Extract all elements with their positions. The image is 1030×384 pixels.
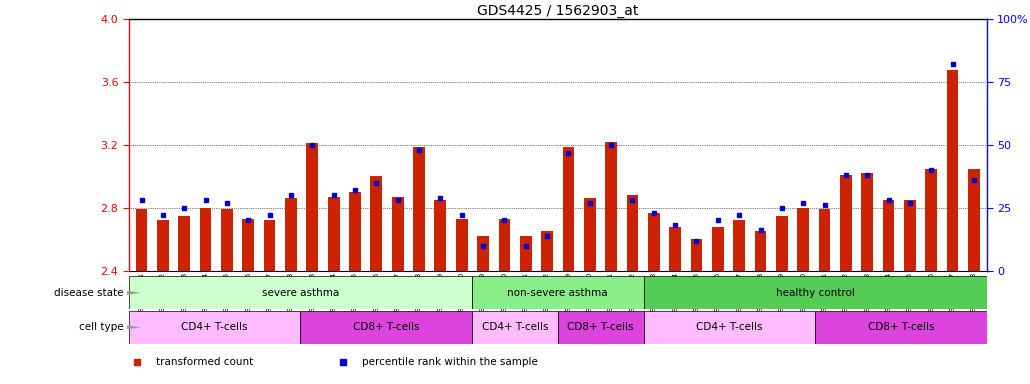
Text: CD8+ T-cells: CD8+ T-cells	[568, 322, 633, 333]
Bar	[883, 200, 894, 271]
Bar	[472, 276, 644, 309]
Bar	[136, 209, 147, 271]
Bar	[456, 219, 468, 271]
Text: transformed count: transformed count	[157, 357, 253, 367]
Text: CD4+ T-cells: CD4+ T-cells	[482, 322, 548, 333]
Text: CD8+ T-cells: CD8+ T-cells	[867, 322, 934, 333]
Bar	[606, 142, 617, 271]
Bar	[520, 236, 531, 271]
Bar	[129, 276, 472, 309]
Bar	[648, 213, 659, 271]
Bar	[562, 147, 575, 271]
Bar	[815, 311, 987, 344]
Polygon shape	[127, 325, 140, 329]
Bar	[200, 208, 211, 271]
Bar	[264, 220, 275, 271]
Bar	[626, 195, 639, 271]
Bar	[558, 311, 644, 344]
Bar	[129, 311, 301, 344]
Bar	[285, 199, 297, 271]
Bar	[925, 169, 937, 271]
Bar	[670, 227, 681, 271]
Bar	[242, 219, 254, 271]
Polygon shape	[127, 291, 140, 295]
Bar	[733, 220, 745, 271]
Bar	[947, 70, 959, 271]
Bar	[904, 200, 916, 271]
Bar	[644, 276, 987, 309]
Bar	[797, 208, 809, 271]
Bar	[472, 311, 558, 344]
Bar	[541, 232, 553, 271]
Bar	[819, 209, 830, 271]
Bar	[413, 147, 425, 271]
Bar	[584, 199, 595, 271]
Bar	[690, 239, 702, 271]
Text: severe asthma: severe asthma	[262, 288, 339, 298]
Bar	[477, 236, 489, 271]
Text: percentile rank within the sample: percentile rank within the sample	[363, 357, 538, 367]
Bar	[435, 200, 446, 271]
Bar	[371, 176, 382, 271]
Text: CD4+ T-cells: CD4+ T-cells	[696, 322, 762, 333]
Bar	[755, 232, 766, 271]
Text: cell type: cell type	[79, 322, 124, 333]
Bar	[712, 227, 724, 271]
Text: non-severe asthma: non-severe asthma	[508, 288, 608, 298]
Text: CD4+ T-cells: CD4+ T-cells	[181, 322, 248, 333]
Bar	[178, 216, 191, 271]
Text: CD8+ T-cells: CD8+ T-cells	[353, 322, 419, 333]
Bar	[776, 216, 788, 271]
Bar	[644, 311, 815, 344]
Bar	[221, 209, 233, 271]
Bar	[307, 143, 318, 271]
Text: healthy control: healthy control	[776, 288, 855, 298]
Bar	[861, 173, 873, 271]
Text: disease state: disease state	[55, 288, 124, 298]
Bar	[968, 169, 980, 271]
Bar	[840, 175, 852, 271]
Bar	[391, 197, 404, 271]
Bar	[301, 311, 472, 344]
Bar	[349, 192, 360, 271]
Bar	[499, 219, 510, 271]
Bar	[328, 197, 340, 271]
Title: GDS4425 / 1562903_at: GDS4425 / 1562903_at	[477, 4, 639, 18]
Bar	[157, 220, 169, 271]
